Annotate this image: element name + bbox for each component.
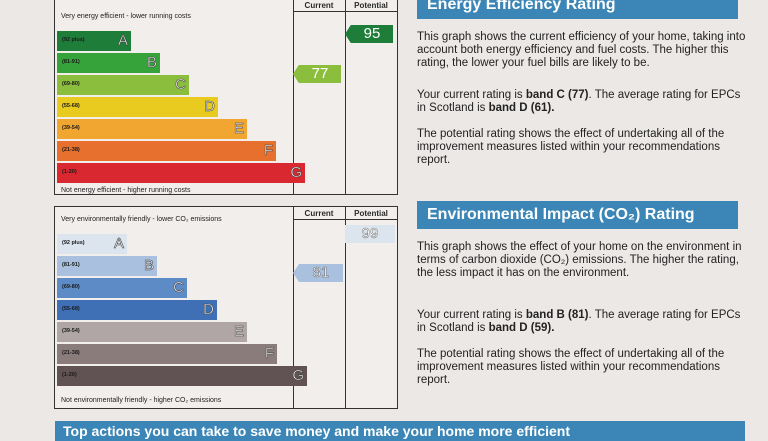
energy-panel-title: Energy Efficiency Rating [417, 0, 738, 19]
rating-band-a: (92 plus) A [57, 234, 127, 254]
header-divider [293, 219, 397, 220]
rating-band-g: (1-20) G [57, 163, 305, 183]
band-range-label: (21-38) [62, 147, 80, 153]
chart-top-label: Very energy efficient - lower running co… [61, 13, 191, 20]
current-rating-arrow: 81 [293, 264, 343, 282]
band-letter: C [175, 76, 186, 94]
rating-band-b: (81-91) B [57, 256, 157, 276]
energy-panel-current-rating: Your current rating is band C (77). The … [417, 89, 741, 114]
band-letter: E [233, 120, 245, 138]
column-separator [293, 207, 294, 408]
band-letter: G [292, 367, 304, 385]
band-range-label: (1-20) [62, 169, 77, 175]
band-range-label: (39-54) [62, 328, 80, 334]
rating-band-d: (55-68) D [57, 97, 218, 117]
band-letter: F [263, 142, 274, 160]
band-letter: D [204, 98, 215, 116]
band-letter: B [146, 54, 158, 72]
chart-top-label: Very environmentally friendly - lower CO… [61, 216, 222, 223]
band-range-label: (1-20) [62, 372, 77, 378]
rating-band-g: (1-20) G [57, 366, 307, 386]
band-letter: D [203, 301, 214, 319]
rating-band-c: (69-80) C [57, 75, 189, 95]
band-range-label: (69-80) [62, 284, 80, 290]
band-letter: G [290, 164, 302, 182]
potential-column-header: Potential [354, 1, 388, 10]
band-range-label: (81-91) [62, 59, 80, 65]
band-range-label: (92 plus) [62, 37, 85, 43]
band-letter: F [264, 345, 275, 363]
rating-band-d: (55-68) D [57, 300, 217, 320]
band-letter: A [117, 32, 129, 50]
potential-column-header: Potential [354, 209, 388, 218]
band-range-label: (39-54) [62, 125, 80, 131]
top-actions-heading: Top actions you can take to save money a… [55, 421, 745, 441]
column-separator [293, 0, 294, 194]
chart-bottom-label: Not environmentally friendly - higher CO… [61, 397, 222, 404]
environment-panel-title: Environmental Impact (CO₂) Rating [417, 201, 738, 229]
rating-band-e: (39-54) E [57, 322, 247, 342]
band-range-label: (69-80) [62, 81, 80, 87]
band-letter: C [173, 279, 184, 297]
rating-band-e: (39-54) E [57, 119, 247, 139]
rating-band-b: (81-91) B [57, 53, 160, 73]
current-rating-arrow: 77 [293, 65, 341, 83]
environment-panel-current-rating: Your current rating is band B (81). The … [417, 309, 741, 334]
energy-panel-description: This graph shows the current efficiency … [417, 31, 746, 69]
band-letter: B [143, 257, 155, 275]
band-range-label: (55-68) [62, 306, 80, 312]
rating-band-c: (69-80) C [57, 278, 187, 298]
potential-rating-arrow: 95 [345, 25, 393, 43]
potential-rating-arrow: 99 [345, 225, 395, 243]
band-range-label: (92 plus) [62, 240, 85, 246]
current-column-header: Current [304, 1, 334, 10]
band-range-label: (81-91) [62, 262, 80, 268]
environment-rating-chart: Current Potential Very environmentally f… [54, 206, 398, 409]
rating-band-a: (92 plus) A [57, 31, 131, 51]
rating-band-f: (21-38) F [57, 344, 277, 364]
rating-band-f: (21-38) F [57, 141, 276, 161]
environment-panel-description: This graph shows the effect of your home… [417, 241, 742, 279]
header-divider [293, 11, 397, 12]
band-letter: E [233, 323, 245, 341]
chart-bottom-label: Not energy efficient - higher running co… [61, 187, 191, 194]
energy-panel-potential-note: The potential rating shows the effect of… [417, 128, 725, 166]
band-range-label: (55-68) [62, 103, 80, 109]
column-separator [345, 207, 346, 408]
current-column-header: Current [304, 209, 334, 218]
column-separator [345, 0, 346, 194]
environment-panel-potential-note: The potential rating shows the effect of… [417, 348, 725, 386]
band-letter: A [113, 235, 125, 253]
energy-rating-chart: Current Potential Very energy efficient … [54, 0, 398, 195]
band-range-label: (21-38) [62, 350, 80, 356]
